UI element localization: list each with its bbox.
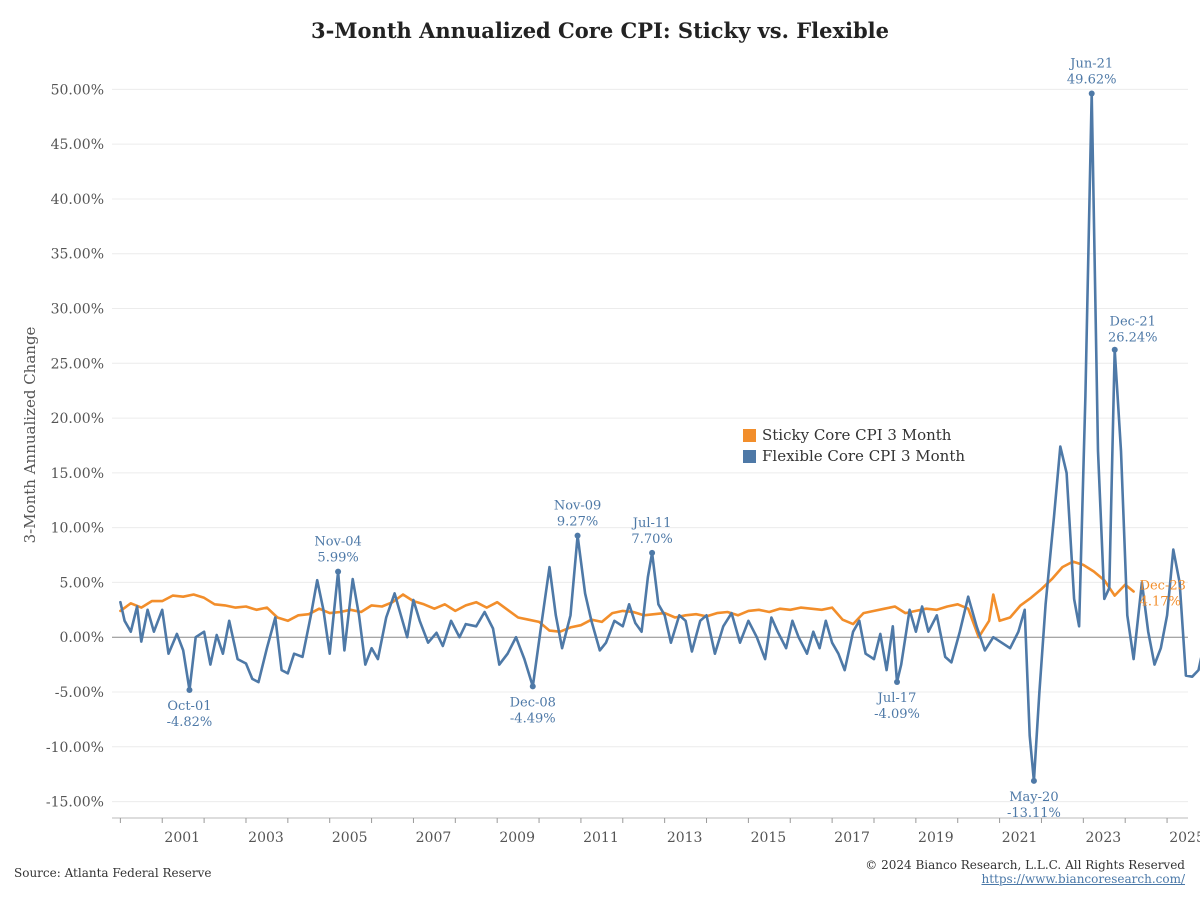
x-tick-label: 2001 [164, 830, 200, 846]
series-line-flexible [119, 92, 1200, 783]
legend-item-flexible: Flexible Core CPI 3 Month [743, 446, 965, 466]
annotation-point [335, 568, 342, 575]
x-tick-label: 2011 [583, 830, 619, 846]
annotation-point [1111, 346, 1118, 353]
annotation-value-label: -13.11% [1007, 806, 1061, 821]
source-note: Source: Atlanta Federal Reserve [14, 866, 212, 880]
series-line-sticky [119, 560, 1135, 639]
legend-swatch-flexible [743, 449, 756, 463]
chart-title: 3-Month Annualized Core CPI: Sticky vs. … [310, 18, 890, 43]
y-tick-label: 30.00% [51, 302, 104, 318]
annotation-point [186, 687, 193, 694]
copyright-note: © 2024 Bianco Research, L.L.C. All Right… [865, 858, 1185, 872]
chart-legend: Sticky Core CPI 3 Month Flexible Core CP… [743, 425, 965, 467]
x-tick-label: 2015 [751, 830, 787, 846]
annotation-value-label: 49.62% [1067, 73, 1117, 88]
y-tick-label: 15.00% [51, 466, 104, 482]
x-tick-label: 2009 [499, 830, 535, 846]
annotation-value-label: 5.99% [317, 551, 358, 566]
annotation-value-label: 4.17% [1140, 595, 1181, 610]
y-tick-label: 40.00% [51, 192, 104, 208]
annotation-date-label: Dec-23 [1140, 579, 1186, 594]
annotation-date-label: Dec-21 [1110, 315, 1156, 330]
annotation-value-label: -4.49% [510, 711, 556, 726]
annotation-value-label: 9.27% [557, 515, 598, 530]
x-tick-label: 2013 [667, 830, 703, 846]
annotation-date-label: Oct-01 [167, 699, 211, 714]
annotation-point [649, 549, 656, 556]
y-tick-label: -10.00% [46, 740, 104, 756]
x-tick-label: 2005 [332, 830, 368, 846]
website-link[interactable]: https://www.biancoresearch.com/ [981, 872, 1185, 886]
y-tick-label: 10.00% [51, 521, 104, 537]
annotation-date-label: Nov-09 [554, 499, 601, 514]
annotation-date-label: Jul-17 [876, 691, 917, 706]
legend-item-sticky: Sticky Core CPI 3 Month [743, 425, 965, 445]
y-tick-label: 20.00% [51, 411, 104, 427]
annotation-date-label: Dec-08 [510, 695, 556, 710]
annotation-value-label: 7.70% [631, 532, 672, 547]
y-tick-label: 25.00% [51, 356, 104, 372]
y-tick-label: 35.00% [51, 247, 104, 263]
x-tick-label: 2019 [918, 830, 954, 846]
legend-label-sticky: Sticky Core CPI 3 Month [762, 426, 952, 444]
y-tick-label: 50.00% [51, 82, 104, 98]
y-tick-label: 45.00% [51, 137, 104, 153]
annotation-point [894, 679, 901, 686]
x-tick-label: 2003 [248, 830, 284, 846]
annotation-date-label: Jul-11 [631, 516, 672, 531]
y-tick-label: 0.00% [60, 630, 104, 646]
y-tick-label: -15.00% [46, 795, 104, 811]
x-tick-label: 2025 [1169, 830, 1200, 846]
annotation-point [1088, 90, 1095, 97]
annotation-point [574, 532, 581, 539]
x-tick-label: 2017 [834, 830, 870, 846]
annotation-point [1030, 777, 1037, 784]
x-tick-label: 2023 [1086, 830, 1122, 846]
legend-swatch-sticky [743, 428, 756, 442]
y-tick-label: -5.00% [55, 685, 104, 701]
annotation-value-label: 26.24% [1108, 331, 1158, 346]
annotation-date-label: Nov-04 [314, 535, 361, 550]
x-tick-label: 2007 [416, 830, 452, 846]
annotation-value-label: -4.82% [167, 715, 213, 730]
annotation-date-label: Jun-21 [1068, 57, 1113, 72]
annotation-point [529, 683, 536, 690]
x-tick-label: 2021 [1002, 830, 1038, 846]
annotation-value-label: -4.09% [874, 707, 920, 722]
legend-label-flexible: Flexible Core CPI 3 Month [762, 447, 966, 465]
y-tick-label: 5.00% [60, 575, 104, 591]
annotation-date-label: May-20 [1009, 790, 1058, 805]
